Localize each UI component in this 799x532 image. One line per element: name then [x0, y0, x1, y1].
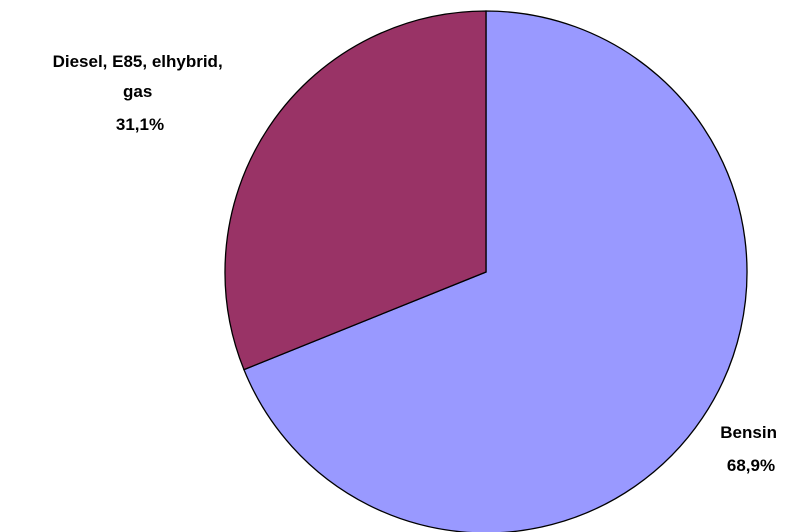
- slice-label-diesel-name-line-2: gas: [123, 82, 152, 101]
- pie-slice-bensin: [243, 10, 748, 532]
- slice-value-bensin: 68,9%: [727, 456, 775, 475]
- pie-slices: [224, 10, 748, 532]
- slice-value-diesel: 31,1%: [116, 115, 164, 134]
- slice-label-bensin-name: Bensin: [720, 423, 777, 442]
- slice-label-diesel: Diesel, E85, elhybrid, gas 31,1%: [53, 52, 228, 134]
- slice-label-diesel-name-line-1: Diesel, E85, elhybrid,: [53, 52, 223, 71]
- pie-slice-diesel-e85-elhybrid-gas: [224, 10, 487, 371]
- slice-label-bensin: Bensin 68,9%: [720, 423, 781, 475]
